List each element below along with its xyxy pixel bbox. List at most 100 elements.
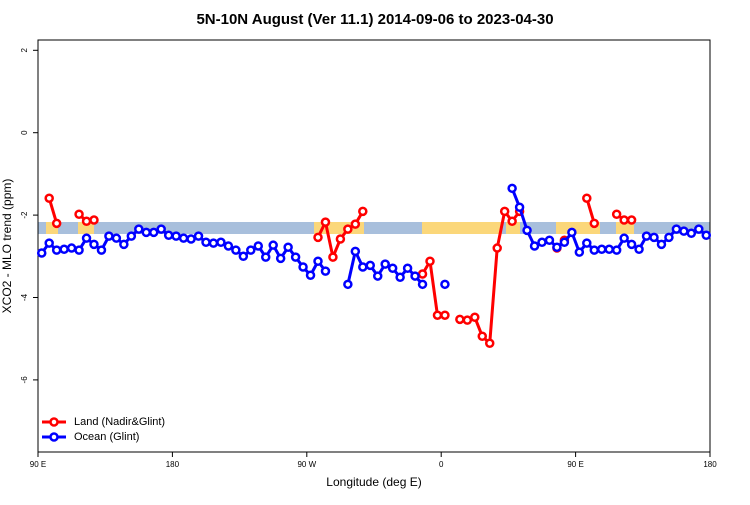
data-point xyxy=(432,310,443,320)
y-tick-label: -2 xyxy=(20,211,29,219)
data-point xyxy=(514,202,525,213)
data-point xyxy=(74,245,84,255)
data-point xyxy=(664,232,674,243)
y-tick-label: 2 xyxy=(20,48,29,53)
series-line xyxy=(40,187,708,286)
data-point xyxy=(134,224,144,234)
x-tick-label: 90 E xyxy=(567,460,583,469)
data-point xyxy=(522,225,532,236)
data-point xyxy=(298,262,308,272)
data-point xyxy=(462,315,473,325)
data-point xyxy=(51,245,62,255)
data-point xyxy=(634,244,644,255)
data-point xyxy=(619,215,629,225)
data-point xyxy=(686,228,697,238)
x-tick-label: 0 xyxy=(439,460,444,469)
data-point xyxy=(320,217,331,227)
data-point xyxy=(74,209,84,220)
data-point xyxy=(649,232,659,243)
data-point xyxy=(387,263,398,273)
data-point xyxy=(208,238,219,248)
data-point xyxy=(66,243,77,253)
data-point xyxy=(410,271,420,281)
ocean-band xyxy=(38,222,710,234)
data-point xyxy=(201,237,211,248)
series-line xyxy=(47,197,632,347)
data-point xyxy=(402,263,413,273)
data-point xyxy=(350,219,361,229)
x-tick-label: 180 xyxy=(166,460,180,469)
data-point xyxy=(253,241,264,251)
data-point xyxy=(358,206,368,217)
data-point xyxy=(417,279,428,290)
legend-swatch-marker xyxy=(49,432,59,442)
data-point xyxy=(313,256,323,266)
data-point xyxy=(589,245,600,255)
data-point xyxy=(81,216,92,227)
data-point xyxy=(559,237,570,248)
data-point xyxy=(440,310,450,320)
data-point xyxy=(440,279,450,290)
x-tick-label: 90 W xyxy=(297,460,316,469)
data-point xyxy=(156,224,166,234)
data-point xyxy=(567,227,577,238)
data-point xyxy=(320,266,331,276)
data-point xyxy=(104,231,114,241)
data-point xyxy=(507,183,517,194)
data-point xyxy=(89,215,99,225)
data-point xyxy=(343,279,353,290)
data-point xyxy=(507,216,517,227)
data-point xyxy=(305,270,316,281)
data-point xyxy=(193,231,204,241)
data-point xyxy=(611,209,622,220)
data-point xyxy=(313,232,323,243)
data-point xyxy=(679,226,689,236)
data-point xyxy=(290,252,301,262)
data-point xyxy=(119,239,129,250)
y-tick-label: -6 xyxy=(20,376,29,384)
data-point xyxy=(380,259,390,269)
data-point xyxy=(701,230,712,241)
y-tick-label: -4 xyxy=(20,293,29,301)
data-point xyxy=(51,218,62,229)
data-point xyxy=(163,230,174,241)
data-point xyxy=(141,227,152,238)
data-point xyxy=(59,244,69,255)
plot-frame xyxy=(37,39,711,453)
data-point xyxy=(358,262,368,272)
data-point xyxy=(552,242,562,252)
data-point xyxy=(619,233,629,243)
data-point xyxy=(604,244,614,255)
data-point xyxy=(111,233,122,243)
x-tick-label: 180 xyxy=(703,460,717,469)
data-point xyxy=(529,241,540,251)
data-point xyxy=(417,269,428,279)
data-point xyxy=(626,215,637,225)
data-point xyxy=(574,247,585,257)
data-point xyxy=(372,271,383,281)
data-point xyxy=(171,231,181,241)
data-point xyxy=(477,331,488,341)
data-point xyxy=(694,224,704,234)
y-axis-label: XCO2 - MLO trend (ppm) xyxy=(0,179,14,314)
data-point xyxy=(589,218,600,229)
data-point xyxy=(238,251,249,262)
legend-swatch-marker xyxy=(49,417,59,427)
data-point xyxy=(246,245,256,255)
x-tick-label: 90 E xyxy=(30,460,46,469)
data-point xyxy=(671,224,682,234)
data-point xyxy=(186,234,196,244)
data-point xyxy=(626,239,637,250)
legend-label: Land (Nadir&Glint) xyxy=(74,416,165,428)
data-point xyxy=(335,234,346,244)
data-point xyxy=(44,238,54,248)
data-point xyxy=(484,338,495,348)
y-tick-label: 0 xyxy=(20,130,29,135)
data-point xyxy=(81,233,92,243)
data-point xyxy=(425,256,435,266)
data-point xyxy=(350,246,361,257)
data-point xyxy=(328,252,338,262)
legend-label: Ocean (Glint) xyxy=(74,431,139,443)
data-point xyxy=(96,245,107,255)
data-point xyxy=(470,312,480,323)
